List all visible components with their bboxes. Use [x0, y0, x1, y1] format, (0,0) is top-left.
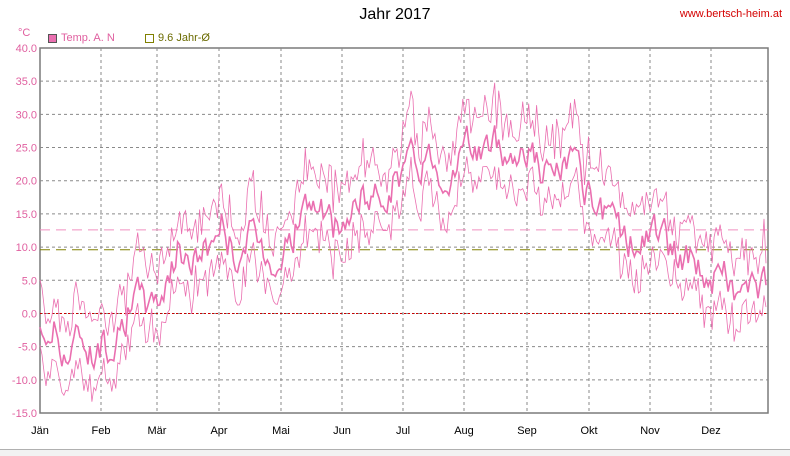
series-mean-line — [39, 125, 767, 372]
x-tick-label: Okt — [580, 425, 597, 437]
y-tick-label: 35.0 — [16, 76, 37, 88]
y-tick-label: -15.0 — [12, 408, 37, 420]
x-tick-label: Jul — [396, 425, 410, 437]
x-tick-label: Feb — [92, 425, 111, 437]
y-tick-labels: 40.0 35.0 30.0 25.0 20.0 15.0 10.0 5.0 0.0 -5.0 -1… — [12, 43, 37, 420]
legend-label-annual-mean: 9.6 Jahr-Ø — [158, 32, 210, 44]
series-max-line — [39, 82, 767, 337]
site-url-label[interactable]: www.bertsch-heim.at — [679, 8, 782, 20]
y-tick-label: 0.0 — [22, 308, 37, 320]
x-tick-labels: Jän Feb Mär Apr Mai Jun Jul Aug Sep Okt Nov Dez — [31, 425, 721, 437]
y-tick-label: -10.0 — [12, 375, 37, 387]
series-layer — [39, 82, 767, 402]
legend-swatch-annual-mean — [145, 33, 154, 43]
x-tick-label: Nov — [640, 425, 660, 437]
y-unit-label: °C — [18, 27, 31, 39]
legend-swatch-temperature — [48, 33, 57, 43]
y-tick-label: -5.0 — [18, 342, 37, 354]
x-tick-label: Aug — [454, 425, 474, 437]
series-min-line — [39, 156, 767, 402]
status-strip — [0, 449, 790, 456]
y-tick-label: 30.0 — [16, 109, 37, 121]
x-tick-label: Mär — [148, 425, 167, 437]
legend-label-temperature: Temp. A. N — [61, 32, 115, 44]
x-tick-label: Apr — [210, 425, 227, 437]
y-tick-label: 15.0 — [16, 209, 37, 221]
y-tick-label: 25.0 — [16, 143, 37, 155]
x-tick-label: Dez — [701, 425, 721, 437]
y-tick-label: 5.0 — [22, 275, 37, 287]
plot-area — [39, 47, 769, 414]
legend-item-annual-mean: 9.6 Jahr-Ø — [145, 32, 210, 44]
y-tick-label: 40.0 — [16, 43, 37, 55]
chart-title: Jahr 2017 — [359, 6, 431, 23]
x-tick-label: Jän — [31, 425, 49, 437]
y-tick-label: 10.0 — [16, 242, 37, 254]
legend-item-temperature: Temp. A. N — [48, 32, 115, 44]
x-tick-label: Sep — [517, 425, 537, 437]
x-tick-label: Mai — [272, 425, 290, 437]
y-tick-label: 20.0 — [16, 176, 37, 188]
x-tick-label: Jun — [333, 425, 351, 437]
